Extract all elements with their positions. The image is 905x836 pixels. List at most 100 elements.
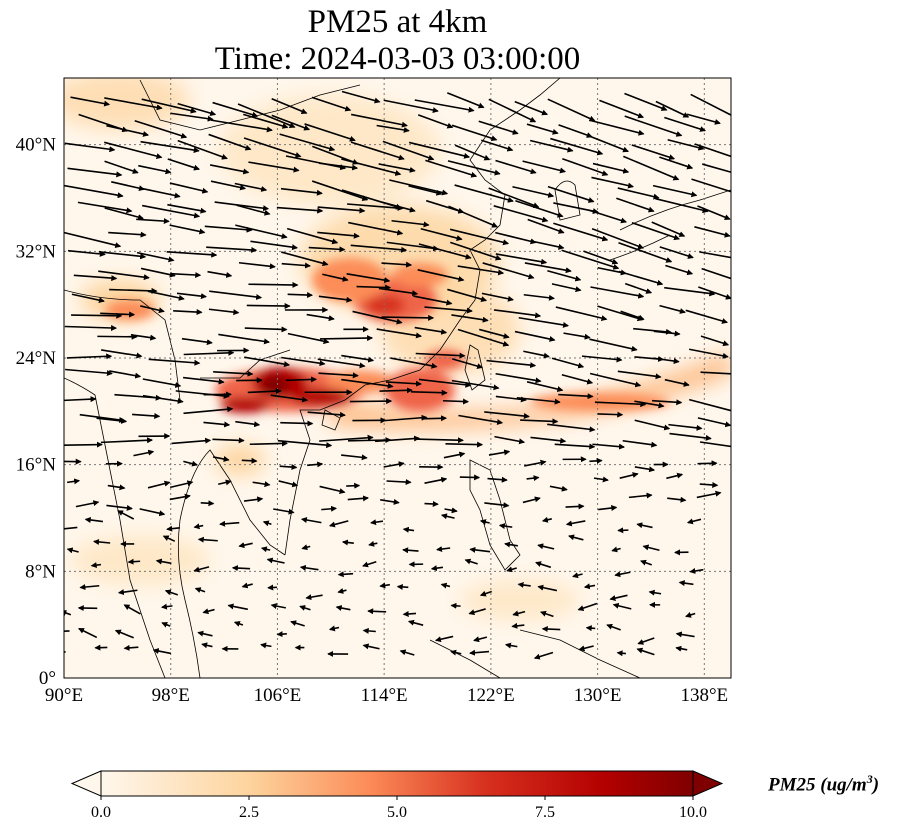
wind-arrow — [147, 480, 171, 489]
wind-arrow — [447, 160, 501, 176]
wind-arrow — [352, 310, 403, 325]
wind-arrow — [111, 181, 145, 192]
wind-arrow — [385, 380, 422, 387]
wind-arrow — [139, 508, 166, 517]
colorbar-gradient — [101, 771, 693, 796]
wind-arrow — [183, 406, 234, 415]
wind-arrow — [350, 141, 405, 161]
wind-arrow — [616, 197, 655, 213]
wind-arrow — [169, 480, 194, 489]
wind-arrow — [319, 162, 359, 171]
lon-tick-label: 122°E — [467, 685, 515, 706]
wind-arrow — [328, 625, 340, 632]
wind-arrow — [565, 520, 586, 527]
wind-arrow — [304, 123, 356, 142]
wind-arrow — [694, 143, 731, 158]
wind-arrow — [279, 133, 336, 152]
wind-arrow — [488, 98, 537, 123]
wind-arrow — [317, 231, 360, 239]
wind-arrow — [634, 466, 656, 473]
wind-arrow — [526, 123, 559, 135]
wind-arrow — [123, 644, 139, 651]
wind-arrow — [436, 546, 451, 553]
wind-arrow — [517, 581, 531, 588]
wind-arrow — [447, 92, 485, 109]
wind-arrow — [469, 546, 491, 553]
wind-arrow — [341, 354, 375, 363]
wind-arrow — [84, 517, 104, 523]
wind-arrow — [698, 286, 731, 300]
wind-arrow — [653, 357, 680, 364]
wind-arrow — [362, 643, 380, 650]
wind-arrow — [271, 98, 308, 115]
wind-arrow — [64, 610, 72, 616]
wind-arrow — [67, 167, 123, 178]
wind-arrow — [390, 357, 438, 369]
wind-arrow — [551, 357, 585, 369]
wind-arrow — [347, 203, 404, 211]
wind-arrow — [127, 558, 141, 565]
colorbar-tick-label: 2.5 — [239, 804, 259, 821]
wind-arrow — [341, 90, 381, 104]
wind-arrow — [208, 133, 252, 151]
wind-arrow — [411, 389, 448, 396]
wind-arrow — [688, 348, 729, 359]
wind-arrow — [585, 625, 596, 632]
wind-arrow — [214, 201, 270, 212]
wind-arrow — [98, 270, 150, 281]
wind-arrow — [183, 349, 235, 356]
wind-arrow — [64, 142, 116, 153]
wind-arrow — [700, 371, 731, 375]
wind-arrow — [285, 155, 347, 171]
wind-arrow — [155, 558, 172, 565]
wind-arrow — [651, 399, 683, 406]
wind-arrow — [685, 612, 696, 618]
wind-arrow — [169, 182, 209, 194]
wind-arrow — [219, 520, 240, 527]
lon-tick-label: 138°E — [680, 685, 728, 706]
lat-tick-label: 40°N — [16, 135, 57, 156]
wind-arrow — [203, 421, 231, 428]
wind-arrow — [631, 144, 676, 161]
wind-arrow — [449, 228, 510, 246]
wind-arrow — [636, 647, 655, 656]
wind-arrow — [514, 100, 549, 116]
wind-arrow — [454, 144, 491, 161]
wind-arrow — [341, 454, 368, 461]
wind-arrow — [350, 244, 408, 253]
wind-arrow — [664, 286, 716, 297]
colorbar-label: PM25 (ug/m3) — [768, 772, 880, 796]
wind-arrow — [197, 536, 218, 543]
wind-arrow — [66, 353, 113, 360]
wind-arrow — [408, 185, 443, 196]
wind-arrow — [440, 582, 451, 589]
wind-arrow — [147, 290, 185, 301]
wind-arrow — [267, 584, 277, 591]
wind-arrow — [478, 120, 519, 135]
lat-tick-label: 32°N — [16, 241, 57, 262]
wind-arrow — [518, 316, 570, 328]
wind-arrow — [578, 645, 594, 652]
wind-arrow — [280, 420, 314, 427]
wind-arrow — [665, 264, 694, 276]
wind-arrow — [495, 231, 537, 245]
wind-arrow — [590, 286, 645, 299]
wind-arrow — [77, 201, 133, 214]
lat-tick-label: 24°N — [16, 348, 57, 369]
wind-arrow — [440, 513, 455, 520]
wind-arrow — [484, 411, 530, 420]
wind-arrow — [167, 203, 207, 214]
wind-arrow — [598, 505, 618, 512]
wind-arrow — [407, 619, 424, 626]
wind-arrow — [208, 308, 240, 316]
wind-arrow — [247, 388, 282, 395]
wind-arrow — [100, 437, 154, 444]
wind-arrow — [318, 372, 359, 379]
wind-arrow — [200, 500, 215, 507]
wind-arrow — [591, 176, 634, 189]
wind-arrow — [319, 434, 374, 442]
wind-arrow — [238, 542, 253, 549]
wind-arrow — [386, 479, 412, 486]
wind-arrow — [597, 411, 624, 418]
